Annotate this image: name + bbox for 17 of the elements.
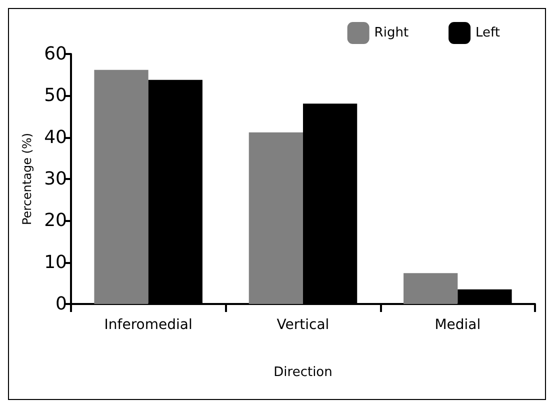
x-axis-title: Direction: [274, 365, 332, 380]
y-tick-label: 10: [44, 252, 67, 273]
bar: [94, 70, 148, 304]
legend-label: Left: [476, 26, 500, 40]
y-tick-label: 0: [56, 294, 67, 314]
x-tick-label: Vertical: [276, 317, 330, 333]
legend-label: Right: [374, 26, 409, 40]
y-tick-label: 40: [44, 126, 67, 148]
y-tick-label: 20: [44, 210, 67, 232]
x-tick-label: Medial: [434, 317, 481, 333]
bar: [404, 273, 458, 304]
y-axis-title: Percentage (%): [20, 132, 34, 226]
x-tick-label: Inferomedial: [104, 317, 192, 333]
y-tick-label: 50: [44, 85, 67, 106]
y-tick-label: 60: [44, 44, 67, 64]
y-tick-label: 30: [44, 168, 67, 190]
bar: [248, 132, 303, 304]
